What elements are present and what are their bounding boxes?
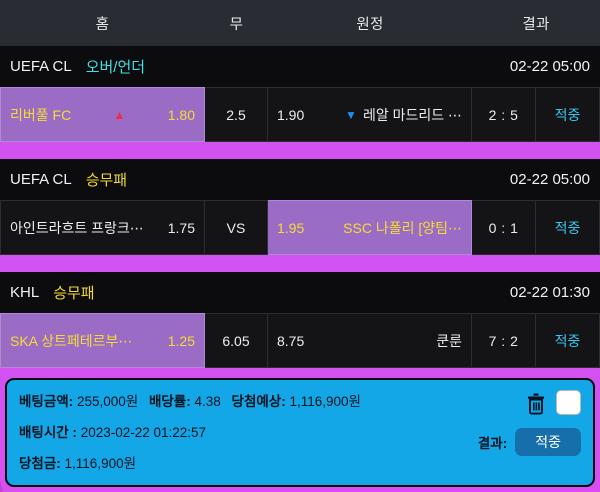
away-odds: 1.95	[277, 219, 305, 236]
bet-summary-panel: 베팅금액: 255,000원 배당률: 4.38 당첨예상: 1,116,900…	[5, 378, 595, 487]
market-type: 승무패	[53, 285, 95, 302]
match-card: UEFA CL 오버/언더 02-22 05:00 리버풀 FC ▲ 1.80 …	[0, 46, 600, 142]
trend-down-icon: ▼	[345, 107, 357, 122]
match-time: 02-22 05:00	[509, 58, 590, 75]
trend-up-icon: ▲	[113, 107, 126, 122]
payout-label: 당첨금:	[19, 456, 61, 471]
away-team-name: 쿤룬	[436, 332, 462, 349]
home-odds: 1.25	[167, 332, 195, 349]
home-odds: 1.80	[167, 106, 195, 123]
result-badge[interactable]: 적중	[515, 428, 581, 456]
column-header-draw: 무	[229, 16, 244, 33]
result-label: 결과:	[477, 436, 508, 451]
summary-amounts-line: 베팅금액: 255,000원 배당률: 4.38 당첨예상: 1,116,900…	[19, 390, 581, 410]
match-title-bar: KHL 승무패 02-22 01:30	[0, 272, 600, 313]
column-header: 홈 무 원정 결과	[0, 0, 600, 46]
bet-time-value: 2023-02-22 01:22:57	[80, 425, 207, 440]
home-selection-cell[interactable]: SKA 상트페테르부⋯ 1.25	[0, 313, 205, 368]
payout-value: 1,116,900원	[64, 456, 137, 471]
score-cell: 7 : 2	[472, 313, 536, 368]
column-header-result: 결과	[522, 16, 550, 33]
match-score: 0 : 1	[488, 219, 519, 236]
score-cell: 0 : 1	[472, 200, 536, 255]
away-selection-cell[interactable]: 1.95 SSC 나폴리 [양팀⋯	[268, 200, 472, 255]
middle-cell[interactable]: VS	[205, 200, 268, 255]
match-score: 2 : 5	[488, 106, 519, 123]
summary-result-group: 결과: 적중	[478, 428, 581, 456]
away-odds: 8.75	[277, 332, 305, 349]
match-row: SKA 상트페테르부⋯ 1.25 6.05 8.75 쿤룬 7 : 2 적중	[0, 313, 600, 368]
odds-label: 배당률:	[148, 394, 191, 409]
match-time: 02-22 05:00	[509, 171, 590, 188]
middle-label: VS	[226, 219, 246, 236]
league-name: UEFA CL	[10, 171, 72, 188]
summary-time-line: 배팅시간 : 2023-02-22 01:22:57	[19, 421, 581, 441]
away-selection-cell[interactable]: 8.75 쿤룬	[268, 313, 472, 368]
market-type: 오버/언더	[85, 59, 146, 76]
column-header-home: 홈	[95, 16, 110, 33]
away-selection-cell[interactable]: 1.90 ▼ 레알 마드리드 ⋯	[268, 87, 472, 142]
away-odds: 1.90	[277, 106, 305, 123]
summary-actions	[525, 390, 581, 415]
match-row: 리버풀 FC ▲ 1.80 2.5 1.90 ▼ 레알 마드리드 ⋯ 2 : 5…	[0, 87, 600, 142]
home-selection-cell[interactable]: 아인트라흐트 프랑크⋯ 1.75	[0, 200, 205, 255]
result-status: 적중	[554, 219, 581, 236]
home-team-name: SKA 상트페테르부⋯	[10, 332, 133, 349]
match-card: UEFA CL 승무패 02-22 05:00 아인트라흐트 프랑크⋯ 1.75…	[0, 159, 600, 255]
summary-payout-line: 당첨금: 1,116,900원	[19, 452, 581, 472]
match-score: 7 : 2	[488, 332, 519, 349]
expected-payout-label: 당첨예상:	[231, 394, 286, 409]
league-name: UEFA CL	[10, 58, 72, 75]
column-header-away: 원정	[356, 16, 384, 33]
score-cell: 2 : 5	[472, 87, 536, 142]
odds-value: 4.38	[194, 394, 221, 409]
middle-label: 2.5	[226, 106, 246, 123]
trash-icon[interactable]	[525, 391, 547, 415]
away-team-name: 레알 마드리드 ⋯	[362, 106, 462, 123]
home-selection-cell[interactable]: 리버풀 FC ▲ 1.80	[0, 87, 205, 142]
result-cell: 적중	[536, 200, 600, 255]
bet-amount-value: 255,000원	[76, 394, 139, 409]
middle-cell[interactable]: 2.5	[205, 87, 268, 142]
select-checkbox[interactable]	[556, 390, 581, 415]
match-row: 아인트라흐트 프랑크⋯ 1.75 VS 1.95 SSC 나폴리 [양팀⋯ 0 …	[0, 200, 600, 255]
middle-label: 6.05	[222, 332, 250, 349]
home-team-name: 리버풀 FC	[10, 106, 72, 123]
league-name: KHL	[10, 284, 40, 301]
bet-amount-label: 베팅금액:	[19, 394, 74, 409]
away-team-name: SSC 나폴리 [양팀⋯	[343, 219, 462, 236]
market-type: 승무패	[85, 172, 128, 189]
match-time: 02-22 01:30	[509, 284, 590, 301]
result-cell: 적중	[536, 87, 600, 142]
result-status: 적중	[554, 106, 581, 123]
match-title-bar: UEFA CL 승무패 02-22 05:00	[0, 159, 600, 200]
result-cell: 적중	[536, 313, 600, 368]
middle-cell[interactable]: 6.05	[205, 313, 268, 368]
home-odds: 1.75	[167, 219, 195, 236]
bet-time-label: 배팅시간 :	[19, 425, 77, 440]
match-title-bar: UEFA CL 오버/언더 02-22 05:00	[0, 46, 600, 87]
match-card: KHL 승무패 02-22 01:30 SKA 상트페테르부⋯ 1.25 6.0…	[0, 272, 600, 368]
result-status: 적중	[554, 332, 581, 349]
expected-payout-value: 1,116,900원	[289, 394, 361, 409]
home-team-name: 아인트라흐트 프랑크⋯	[10, 219, 144, 236]
